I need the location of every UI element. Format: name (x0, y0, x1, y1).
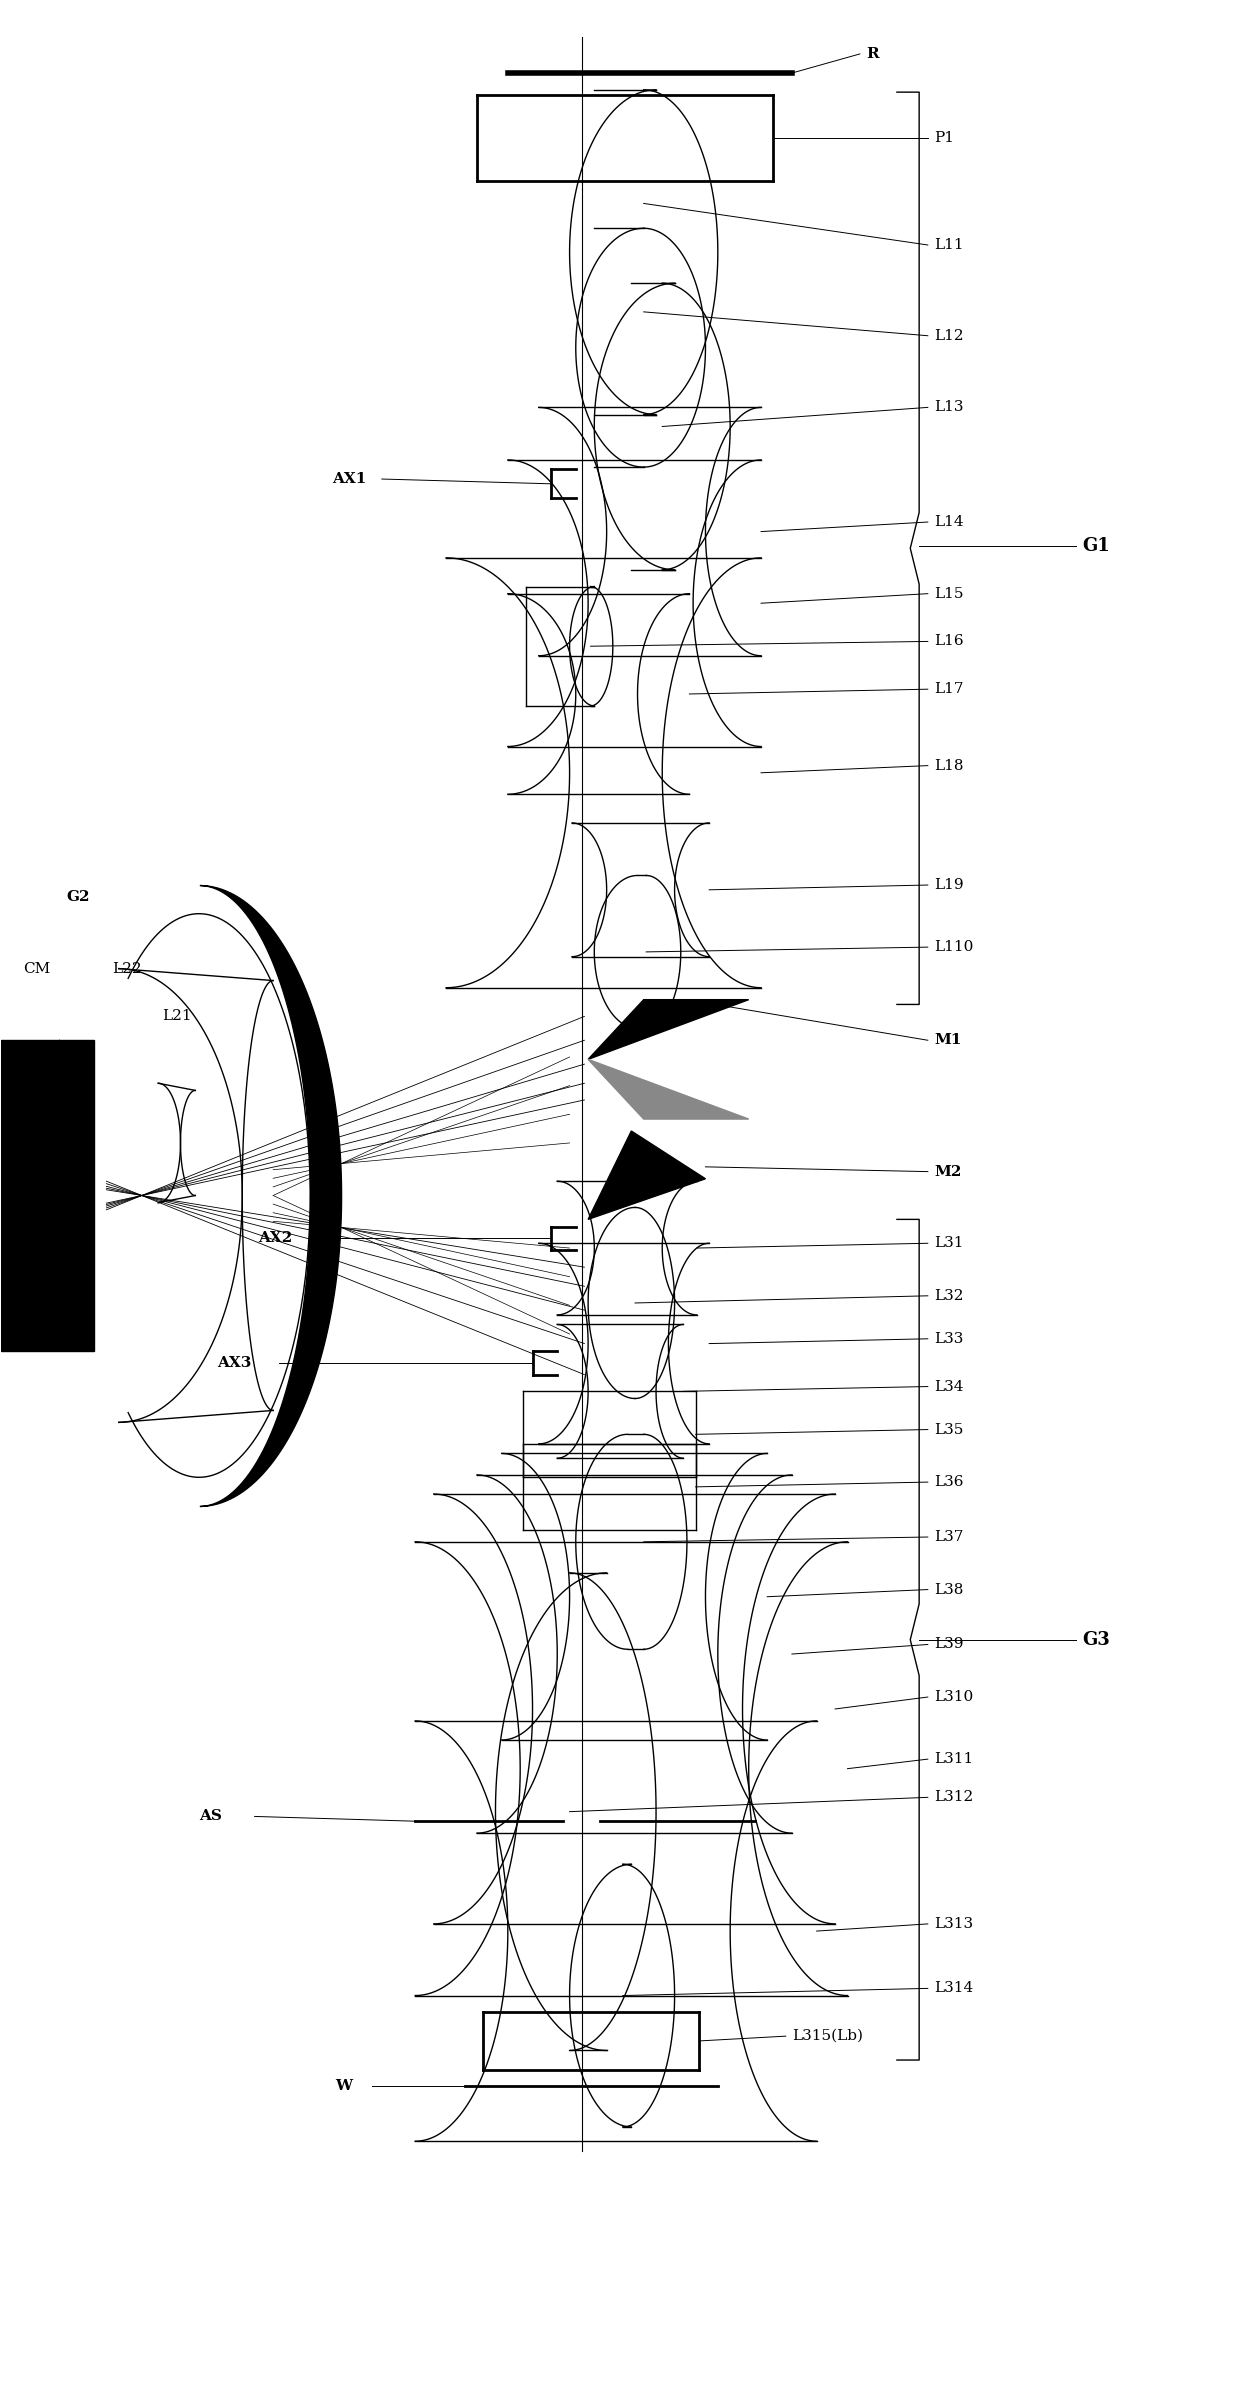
Text: L313: L313 (933, 1918, 973, 1932)
Text: L34: L34 (933, 1380, 963, 1394)
Text: L16: L16 (933, 634, 963, 648)
Text: L13: L13 (933, 399, 963, 414)
Text: P1: P1 (933, 132, 954, 143)
Text: L110: L110 (933, 940, 973, 954)
Text: L19: L19 (933, 877, 963, 892)
Text: L21: L21 (162, 1009, 192, 1023)
Text: L312: L312 (933, 1791, 973, 1805)
Polygon shape (588, 1131, 706, 1219)
Text: L310: L310 (933, 1690, 973, 1705)
Text: L311: L311 (933, 1753, 973, 1767)
Text: W: W (335, 2080, 352, 2092)
Text: L32: L32 (933, 1289, 963, 1303)
Text: L15: L15 (933, 586, 963, 600)
Text: L31: L31 (933, 1236, 963, 1250)
Text: L36: L36 (933, 1475, 963, 1490)
Text: G2: G2 (67, 889, 90, 904)
Text: L14: L14 (933, 514, 963, 528)
Text: L17: L17 (933, 681, 963, 696)
Text: L315(Lb): L315(Lb) (792, 2030, 863, 2044)
Text: L22: L22 (113, 961, 142, 976)
Polygon shape (588, 999, 749, 1059)
Text: AX2: AX2 (259, 1231, 292, 1246)
Text: AX3: AX3 (218, 1356, 251, 1370)
Text: CM: CM (24, 961, 51, 976)
Text: R: R (867, 48, 879, 60)
Text: L35: L35 (933, 1423, 963, 1437)
Text: L37: L37 (933, 1530, 963, 1545)
Text: M1: M1 (933, 1033, 962, 1047)
Polygon shape (588, 1059, 749, 1119)
Text: G1: G1 (1082, 538, 1110, 555)
Text: L38: L38 (933, 1583, 963, 1597)
Text: L314: L314 (933, 1982, 973, 1996)
Text: L11: L11 (933, 239, 963, 251)
Text: L18: L18 (933, 758, 963, 772)
Text: AX1: AX1 (333, 471, 366, 485)
Text: G3: G3 (1082, 1631, 1110, 1650)
Text: L39: L39 (933, 1638, 963, 1652)
Polygon shape (1, 1040, 94, 1351)
Text: M2: M2 (933, 1164, 962, 1179)
Text: L33: L33 (933, 1332, 963, 1346)
Text: L12: L12 (933, 328, 963, 342)
Text: AS: AS (199, 1810, 222, 1824)
